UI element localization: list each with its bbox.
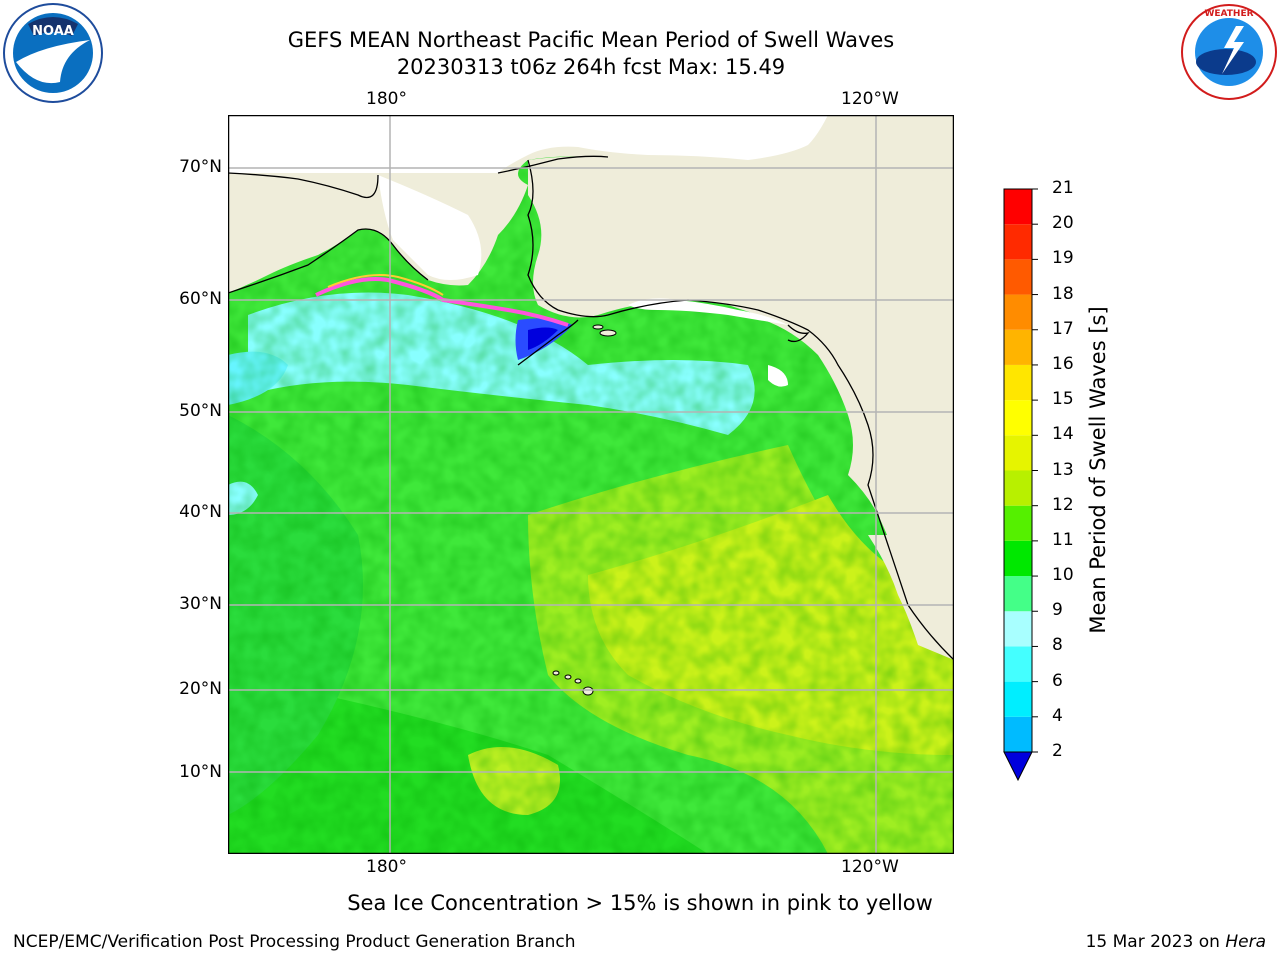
colorbar-tick-label: 18: [1052, 283, 1074, 304]
colorbar-bin: [1004, 470, 1032, 506]
colorbar-underflow: [1003, 751, 1033, 782]
colorbar-tick-label: 13: [1052, 459, 1074, 480]
colorbar-bin: [1004, 646, 1032, 682]
colorbar-tick-label: 2: [1052, 741, 1063, 761]
colorbar-bin: [1004, 329, 1032, 365]
colorbar-tick-label: 6: [1052, 670, 1063, 691]
colorbar-bin: [1004, 435, 1032, 471]
hawaii: [552, 670, 594, 696]
colorbar-tick-label: 19: [1052, 248, 1074, 269]
colorbar-tick-label: 15: [1052, 389, 1074, 410]
lat-label-20n: 20°N: [179, 679, 222, 699]
colorbar-title: Mean Period of Swell Waves [s]: [1086, 306, 1110, 634]
lat-label-70n: 70°N: [179, 157, 222, 177]
lat-label-10n: 10°N: [179, 762, 222, 782]
colorbar-tick-label: 9: [1052, 600, 1063, 621]
colorbar-bin: [1004, 400, 1032, 436]
lat-label-60n: 60°N: [179, 289, 222, 309]
colorbar-tick-label: 8: [1052, 635, 1063, 656]
svg-text:WEATHER: WEATHER: [1204, 9, 1253, 19]
aleutians: [592, 324, 617, 337]
coastlines: [228, 155, 954, 661]
nws-logo: WEATHER: [1178, 2, 1280, 102]
colorbar-bin: [1004, 294, 1032, 330]
lat-label-50n: 50°N: [179, 401, 222, 421]
lon-label-bottom-180: 180°: [366, 857, 407, 877]
colorbar-bin: [1004, 505, 1032, 541]
colorbar-bin: [1004, 611, 1032, 647]
lon-label-bottom-120w: 120°W: [841, 857, 899, 877]
colorbar-tick-label: 4: [1052, 705, 1063, 726]
colorbar-bin: [1004, 681, 1032, 717]
colorbar-bin: [1004, 540, 1032, 577]
colorbar-tick-label: 10: [1052, 565, 1074, 586]
colorbar-bin: [1004, 189, 1032, 225]
colorbar-tick-label: 12: [1052, 494, 1074, 515]
sea-ice-note: Sea Ice Concentration > 15% is shown in …: [347, 891, 933, 915]
colorbar-tick-label: 16: [1052, 353, 1074, 374]
colorbar-tick-label: 14: [1052, 424, 1074, 445]
colorbar-bin: [1004, 716, 1032, 752]
svg-text:NOAA: NOAA: [32, 24, 74, 39]
footer-org: NCEP/EMC/Verification Post Processing Pr…: [13, 932, 576, 952]
lat-label-40n: 40°N: [179, 502, 222, 522]
colorbar-bin: [1004, 259, 1032, 295]
chart-subtitle: 20230313 t06z 264h fcst Max: 15.49: [396, 55, 786, 79]
colorbar-tick-label: 17: [1052, 318, 1074, 339]
colorbar-bin: [1004, 364, 1032, 401]
land-california: [868, 535, 954, 660]
footer-machine: Hera: [1225, 932, 1266, 952]
footer-date-text: 15 Mar 2023 on: [1085, 932, 1226, 952]
colorbar: [1003, 188, 1038, 782]
lon-label-top-120w: 120°W: [841, 89, 899, 109]
colorbar-tick-label: 11: [1052, 529, 1074, 550]
footer-date: 15 Mar 2023 on Hera: [1086, 932, 1266, 952]
lon-label-top-180: 180°: [366, 89, 407, 109]
chart-title: GEFS MEAN Northeast Pacific Mean Period …: [287, 28, 895, 52]
lat-label-30n: 30°N: [179, 594, 222, 614]
noaa-logo: NOAA: [2, 2, 104, 104]
land-canada: [748, 315, 954, 565]
colorbar-tick-label: 21: [1052, 178, 1074, 198]
colorbar-bin: [1004, 224, 1032, 260]
colorbar-bin: [1004, 576, 1032, 612]
colorbar-tick-label: 20: [1052, 213, 1074, 234]
graticule: [228, 115, 954, 854]
nodata-north: [228, 115, 828, 173]
map-panel: [228, 115, 954, 854]
